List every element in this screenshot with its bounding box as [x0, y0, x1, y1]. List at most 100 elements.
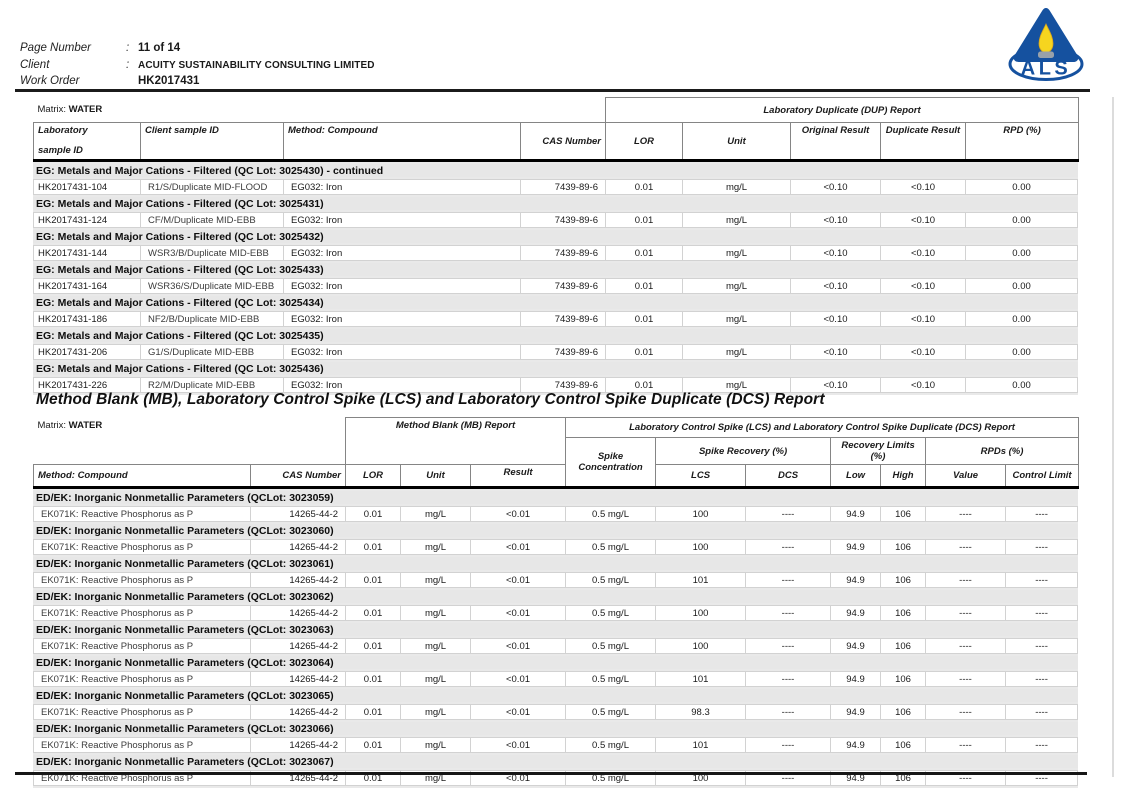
colon-separator: : [126, 42, 130, 54]
dup-data-row: HK2017431-164 WSR36/S/Duplicate MID-EBB … [33, 278, 1079, 294]
qc-lot-section-title: ED/EK: Inorganic Nonmetallic Parameters … [33, 524, 1079, 537]
unit-value: mg/L [400, 539, 470, 555]
col-header-value: Value [925, 464, 1007, 489]
dup-column-header-row: Laboratory sample ID Client sample ID Me… [33, 122, 1080, 162]
unit-value: mg/L [682, 212, 790, 228]
page-number-value: 11 of 14 [138, 42, 181, 54]
qc-lot-section-title: EG: Metals and Major Cations - Filtered … [33, 164, 1079, 177]
cas-number: 14265-44-2 [250, 737, 345, 753]
unit-value: mg/L [400, 737, 470, 753]
laboratory-sample-id: HK2017431-124 [33, 212, 140, 228]
qc-lot-section-title: EG: Metals and Major Cations - Filtered … [33, 329, 1079, 342]
mb-result-value: <0.01 [470, 638, 565, 654]
qc-lot-section-row: ED/EK: Inorganic Nonmetallic Parameters … [33, 557, 1079, 570]
mb-result-value: <0.01 [470, 605, 565, 621]
dup-data-row: HK2017431-124 CF/M/Duplicate MID-EBB EG0… [33, 212, 1079, 228]
cas-number: 7439-89-6 [520, 179, 605, 195]
qc-lot-section-title: ED/EK: Inorganic Nonmetallic Parameters … [33, 689, 1079, 702]
cas-number: 14265-44-2 [250, 572, 345, 588]
recovery-high-value: 106 [880, 737, 925, 753]
qc-lot-section-row: ED/EK: Inorganic Nonmetallic Parameters … [33, 755, 1079, 768]
client-sample-id: CF/M/Duplicate MID-EBB [140, 212, 283, 228]
client-value: ACUITY SUSTAINABILITY CONSULTING LIMITED [138, 60, 375, 71]
mb-result-value: <0.01 [470, 572, 565, 588]
unit-value: mg/L [400, 605, 470, 621]
spike-concentration-value: 0.5 mg/L [565, 737, 655, 753]
rpd-control-limit-value: ---- [1005, 539, 1079, 555]
mb-data-row: EK071K: Reactive Phosphorus as P 14265-4… [33, 572, 1079, 588]
lcs-report-group-header: Laboratory Control Spike (LCS) and Labor… [565, 417, 1080, 438]
mb-data-row: EK071K: Reactive Phosphorus as P 14265-4… [33, 704, 1079, 720]
dup-data-row: HK2017431-104 R1/S/Duplicate MID-FLOOD E… [33, 179, 1079, 195]
recovery-high-value: 106 [880, 704, 925, 720]
dup-report-group-header: Laboratory Duplicate (DUP) Report [604, 97, 1080, 123]
recovery-low-value: 94.9 [830, 671, 880, 687]
rpd-control-limit-value: ---- [1005, 506, 1079, 522]
cas-number: 14265-44-2 [250, 638, 345, 654]
client-sample-id: NF2/B/Duplicate MID-EBB [140, 311, 283, 327]
recovery-high-value: 106 [880, 506, 925, 522]
qc-lot-section-row: ED/EK: Inorganic Nonmetallic Parameters … [33, 524, 1079, 537]
col-header-cas-number: CAS Number [250, 464, 346, 489]
original-result-value: <0.10 [790, 245, 880, 261]
client-label: Client [20, 59, 50, 71]
method-compound: EG032: Iron [283, 212, 520, 228]
method-compound: EK071K: Reactive Phosphorus as P [33, 737, 250, 753]
lcs-recovery-value: 100 [655, 539, 745, 555]
lor-value: 0.01 [605, 311, 682, 327]
qc-lot-section-title: ED/EK: Inorganic Nonmetallic Parameters … [33, 755, 1079, 768]
logo-candle-icon [1038, 51, 1054, 58]
lcs-recovery-value: 100 [655, 638, 745, 654]
lor-value: 0.01 [605, 377, 682, 393]
rpd-control-limit-value: ---- [1005, 605, 1079, 621]
lab-header-line1: Laboratory [38, 125, 88, 136]
method-compound: EK071K: Reactive Phosphorus as P [33, 638, 250, 654]
method-compound: EG032: Iron [283, 179, 520, 195]
qc-lot-section-row: ED/EK: Inorganic Nonmetallic Parameters … [33, 656, 1079, 669]
mb-table-rows: ED/EK: Inorganic Nonmetallic Parameters … [33, 491, 1079, 786]
unit-value: mg/L [400, 704, 470, 720]
lor-value: 0.01 [605, 179, 682, 195]
original-result-value: <0.10 [790, 278, 880, 294]
dup-data-row: HK2017431-186 NF2/B/Duplicate MID-EBB EG… [33, 311, 1079, 327]
qc-lot-section-title: ED/EK: Inorganic Nonmetallic Parameters … [33, 491, 1079, 504]
qc-lot-section-title: ED/EK: Inorganic Nonmetallic Parameters … [33, 623, 1079, 636]
qc-lot-section-title: ED/EK: Inorganic Nonmetallic Parameters … [33, 656, 1079, 669]
unit-value: mg/L [682, 344, 790, 360]
col-header-lor: LOR [345, 464, 401, 489]
laboratory-sample-id: HK2017431-206 [33, 344, 140, 360]
rpd-value: 0.00 [965, 344, 1079, 360]
mb-data-row: EK071K: Reactive Phosphorus as P 14265-4… [33, 671, 1079, 687]
recovery-high-value: 106 [880, 539, 925, 555]
recovery-low-value: 94.9 [830, 737, 880, 753]
page-edge-shadow [1112, 97, 1114, 777]
cas-number: 7439-89-6 [520, 278, 605, 294]
qc-lot-section-row: ED/EK: Inorganic Nonmetallic Parameters … [33, 491, 1079, 504]
qc-lot-section-row: EG: Metals and Major Cations - Filtered … [33, 296, 1079, 309]
mb-report-group-header: Method Blank (MB) Report [344, 417, 567, 465]
rpd-control-limit-value: ---- [1005, 737, 1079, 753]
lor-value: 0.01 [345, 638, 400, 654]
rpd-control-limit-value: ---- [1005, 671, 1079, 687]
mb-result-value: <0.01 [470, 704, 565, 720]
dup-table-header: Matrix: WATER Laboratory Duplicate (DUP)… [33, 97, 1080, 162]
mb-result-value: <0.01 [470, 737, 565, 753]
rpd-control-limit-value: ---- [1005, 572, 1079, 588]
recovery-high-value: 106 [880, 572, 925, 588]
original-result-value: <0.10 [790, 311, 880, 327]
method-compound: EK071K: Reactive Phosphorus as P [33, 506, 250, 522]
method-compound: EK071K: Reactive Phosphorus as P [33, 572, 250, 588]
lor-value: 0.01 [345, 539, 400, 555]
client-sample-id: G1/S/Duplicate MID-EBB [140, 344, 283, 360]
lor-value: 0.01 [345, 704, 400, 720]
recovery-high-value: 106 [880, 671, 925, 687]
col-header-dcs: DCS [745, 464, 832, 489]
unit-value: mg/L [682, 278, 790, 294]
qc-lot-section-title: EG: Metals and Major Cations - Filtered … [33, 230, 1079, 243]
rpd-value: 0.00 [965, 212, 1079, 228]
rpd-value: ---- [925, 506, 1005, 522]
unit-value: mg/L [682, 311, 790, 327]
recovery-high-value: 106 [880, 605, 925, 621]
qc-lot-section-row: EG: Metals and Major Cations - Filtered … [33, 362, 1079, 375]
recovery-low-value: 94.9 [830, 605, 880, 621]
